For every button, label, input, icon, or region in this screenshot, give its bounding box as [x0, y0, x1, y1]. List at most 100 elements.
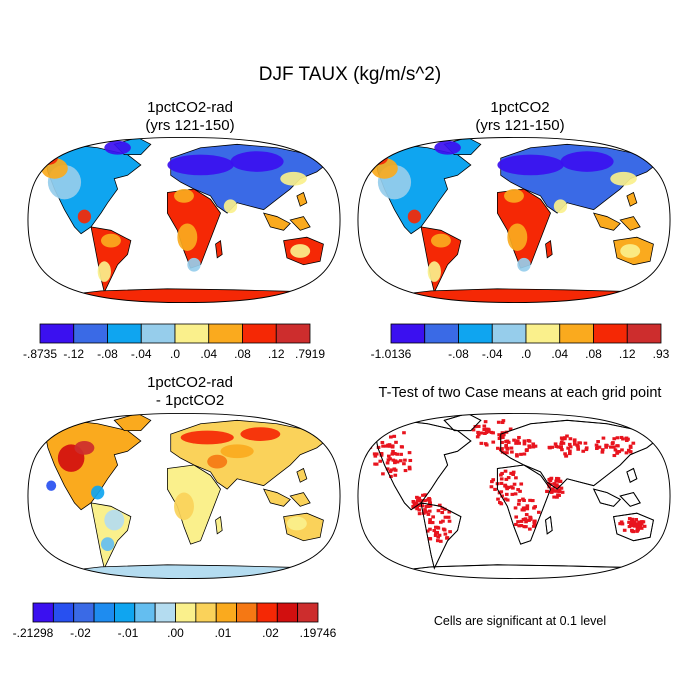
significant-cell	[403, 458, 407, 462]
significant-cell	[555, 495, 559, 499]
significant-cell	[386, 567, 390, 571]
significant-cell	[528, 498, 532, 502]
significant-cell	[368, 568, 373, 572]
significant-cell	[501, 419, 506, 423]
significant-cell	[547, 445, 552, 449]
significant-cell	[622, 528, 627, 532]
panel3-map	[27, 412, 341, 580]
significant-cell	[428, 520, 432, 525]
significant-cell	[635, 524, 640, 529]
significant-cell	[559, 486, 564, 490]
significant-cell	[385, 567, 390, 572]
significant-cell	[360, 433, 365, 437]
significant-cell	[436, 509, 441, 513]
significant-cell	[378, 459, 383, 463]
panel2-field-patch	[407, 209, 422, 224]
panel2-field-patch	[517, 257, 531, 272]
significant-cell	[624, 438, 629, 443]
significant-cell	[476, 430, 480, 434]
significant-cell	[395, 460, 400, 464]
significant-cell	[500, 494, 504, 498]
significant-cell	[517, 499, 522, 503]
significant-cell	[552, 495, 556, 499]
panel2-field-patch	[497, 154, 564, 176]
significant-cell	[523, 517, 528, 521]
significant-cell	[514, 441, 519, 445]
significant-cell	[604, 445, 609, 449]
significant-cell	[370, 439, 374, 443]
significant-cell	[386, 569, 391, 573]
panel3-field-patch	[207, 454, 228, 469]
significant-cell	[525, 507, 530, 511]
significant-cell	[380, 569, 385, 573]
significant-cell	[389, 468, 394, 472]
significant-cell	[402, 431, 406, 435]
significant-cell	[373, 570, 377, 574]
significant-cell	[418, 503, 423, 508]
significant-cell	[628, 523, 633, 527]
significant-cell	[376, 445, 381, 449]
colorbar-swatch	[275, 323, 311, 344]
significant-cell	[496, 446, 500, 450]
significant-cell	[626, 448, 631, 452]
significant-cell	[522, 439, 527, 443]
significant-cell	[525, 504, 530, 508]
significant-cell	[380, 567, 385, 571]
panel2-field-patch	[367, 151, 388, 165]
significant-cell	[637, 520, 641, 524]
figure-title: DJF TAUX (kg/m/s^2)	[258, 64, 442, 85]
panel4-title: T-Test of two Case means at each grid po…	[378, 385, 662, 401]
colorbar-swatch	[52, 602, 75, 623]
significant-cell	[425, 529, 430, 533]
colorbar-tick-label: .19746	[300, 626, 337, 640]
panel1-field-patch	[104, 140, 131, 155]
significant-cell	[509, 485, 514, 489]
significant-cell	[373, 454, 378, 458]
colorbar-tick-label: .01	[215, 626, 232, 640]
panel3-field-patch	[104, 509, 125, 531]
significant-cell	[517, 435, 521, 440]
panel3-field-patch	[101, 537, 115, 552]
significant-cell	[437, 503, 442, 507]
significant-cell	[479, 431, 484, 435]
panel3-field-patch	[91, 485, 105, 500]
significant-cell	[391, 458, 396, 462]
significant-cell	[524, 520, 528, 524]
panel3-map-border	[27, 412, 341, 580]
significant-cell	[407, 467, 412, 471]
significant-cell	[389, 474, 393, 478]
significant-cell	[514, 476, 518, 480]
significant-cell	[441, 519, 445, 523]
significant-cell	[483, 420, 488, 424]
significant-cell	[390, 567, 394, 572]
significant-cell	[393, 473, 398, 477]
significant-cell	[432, 529, 437, 533]
colorbar-tick-label: .04	[200, 347, 217, 361]
significant-cell	[524, 525, 528, 529]
colorbar-tick-label: .04	[551, 347, 568, 361]
significant-cell	[441, 527, 446, 531]
significant-cell	[373, 569, 377, 573]
significant-cell	[596, 440, 600, 444]
significant-cell	[390, 452, 395, 456]
significant-cell	[577, 441, 581, 445]
significant-cell	[427, 504, 431, 508]
significant-cell	[424, 505, 429, 509]
significant-cell	[584, 447, 589, 452]
significant-cell	[519, 519, 524, 523]
panel3-field-patch	[180, 430, 234, 445]
significant-cell	[500, 420, 505, 425]
significant-cell	[371, 567, 376, 571]
significant-cell	[555, 476, 559, 481]
significant-cell	[561, 441, 566, 445]
significant-cell	[583, 441, 588, 445]
significant-cell	[559, 445, 563, 450]
significant-cell	[423, 493, 427, 497]
panel2-field-patch	[553, 199, 568, 214]
significant-cell	[394, 440, 398, 444]
significant-cell	[371, 566, 376, 570]
significant-cell	[411, 504, 415, 509]
colorbar-tick-label: -.04	[482, 347, 503, 361]
significant-cell	[516, 502, 521, 506]
significant-cell	[630, 517, 635, 521]
